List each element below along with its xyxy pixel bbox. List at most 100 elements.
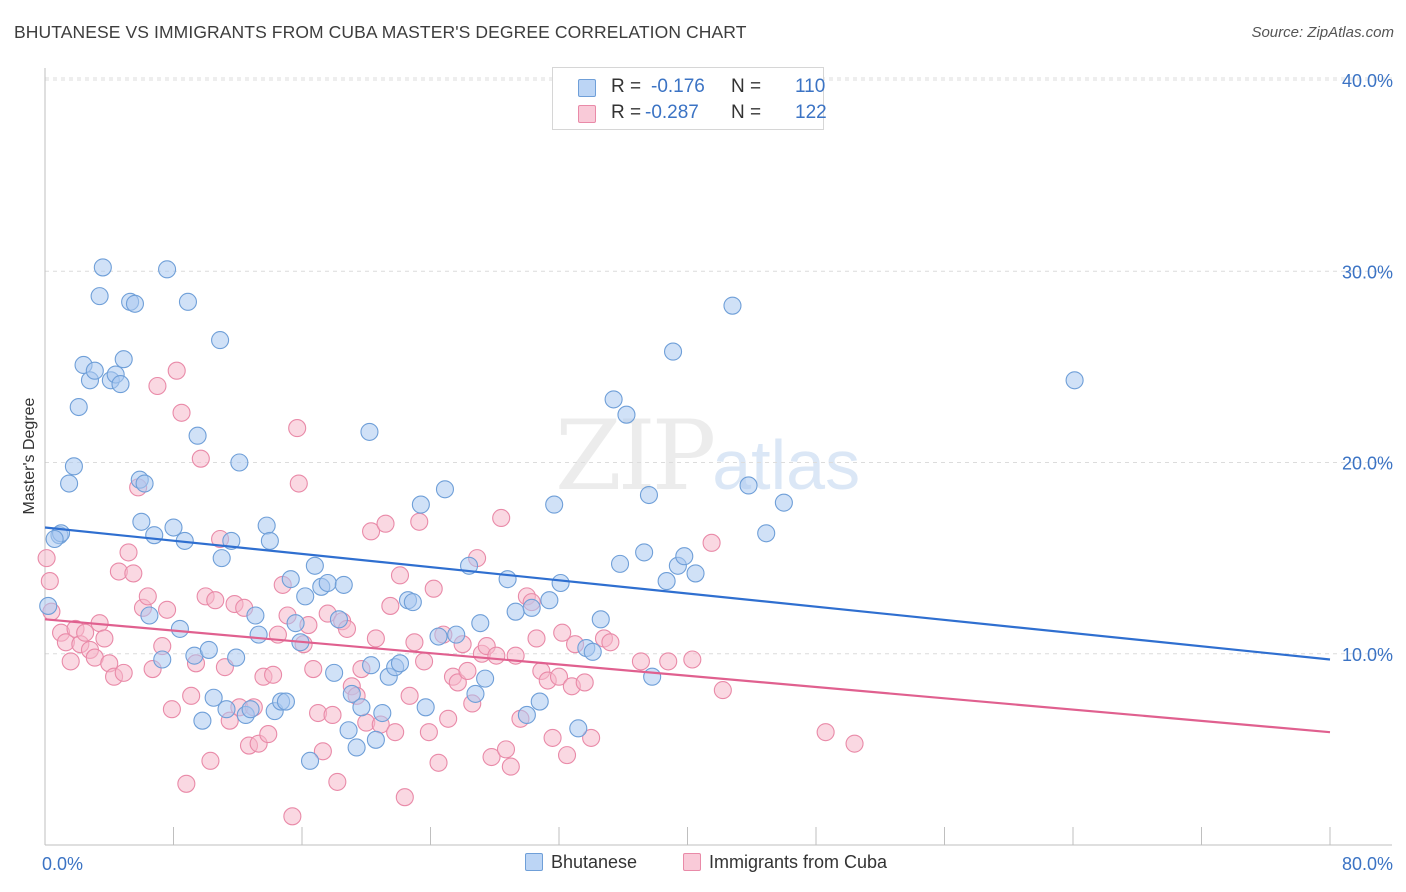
data-point-bhutanese: [145, 526, 164, 545]
data-point-bhutanese: [111, 375, 130, 394]
data-point-bhutanese: [390, 654, 410, 673]
chart-title: BHUTANESE VS IMMIGRANTS FROM CUBA MASTER…: [14, 22, 747, 42]
data-point-cuba: [323, 705, 342, 725]
data-point-bhutanese: [193, 711, 212, 730]
data-point-bhutanese: [373, 703, 392, 723]
data-point-cuba: [288, 419, 307, 438]
data-point-bhutanese: [604, 390, 623, 409]
data-point-cuba: [482, 747, 501, 767]
data-point-cuba: [40, 572, 59, 591]
data-point-cuba: [415, 652, 434, 671]
legend-swatch-blue: [578, 79, 596, 97]
data-point-cuba: [61, 652, 80, 671]
data-point-bhutanese: [545, 495, 564, 514]
data-point-cuba: [264, 665, 283, 684]
legend-r-value: -0.176: [651, 76, 705, 97]
data-point-cuba: [158, 600, 177, 619]
data-point-bhutanese: [230, 453, 249, 472]
data-point-bhutanese: [352, 698, 371, 717]
data-point-cuba: [501, 757, 520, 776]
data-point-bhutanese: [241, 700, 260, 719]
data-point-bhutanese: [114, 350, 133, 369]
legend-swatch-pink: [683, 853, 701, 871]
data-point-cuba: [553, 623, 572, 642]
data-point-bhutanese: [522, 598, 541, 617]
legend-label-cuba: Immigrants from Cuba: [709, 852, 888, 872]
data-point-bhutanese: [64, 457, 83, 476]
data-point-bhutanese: [429, 627, 448, 646]
data-point-bhutanese: [45, 529, 64, 549]
data-point-bhutanese: [325, 663, 344, 682]
data-point-bhutanese: [403, 593, 422, 612]
series-immigrants-from-cuba: [37, 361, 864, 826]
data-point-bhutanese: [411, 495, 430, 514]
data-point-bhutanese: [635, 543, 654, 562]
data-point-cuba: [702, 533, 721, 552]
data-point-cuba: [177, 774, 196, 793]
data-point-cuba: [419, 723, 438, 742]
tick-labels: 10.0% 20.0% 30.0% 40.0% 0.0% 80.0%: [42, 71, 1393, 874]
data-point-cuba: [492, 508, 511, 528]
y-axis-label: Master's Degree: [21, 397, 38, 514]
data-point-bhutanese: [69, 397, 88, 417]
data-point-cuba: [37, 549, 56, 568]
data-point-bhutanese: [686, 564, 705, 583]
data-point-bhutanese: [591, 610, 610, 629]
data-point-cuba: [191, 449, 210, 468]
data-point-bhutanese: [471, 614, 490, 633]
legend-r-label: R =: [611, 102, 642, 123]
data-point-cuba: [304, 659, 323, 679]
data-point-bhutanese: [212, 549, 231, 568]
data-point-cuba: [683, 650, 702, 669]
data-point-bhutanese: [347, 738, 366, 757]
data-point-bhutanese: [257, 516, 276, 535]
data-point-bhutanese: [170, 619, 189, 638]
data-point-bhutanese: [498, 570, 517, 589]
data-point-bhutanese: [517, 705, 536, 725]
data-point-bhutanese: [249, 625, 268, 644]
data-point-bhutanese: [296, 587, 315, 606]
data-point-cuba: [543, 728, 562, 747]
data-point-cuba: [386, 723, 405, 742]
data-point-cuba: [259, 725, 278, 744]
data-point-bhutanese: [217, 700, 236, 719]
data-point-bhutanese: [93, 258, 112, 277]
data-point-bhutanese: [204, 688, 223, 707]
data-point-bhutanese: [260, 531, 279, 550]
data-point-bhutanese: [639, 485, 659, 505]
trend-lines: [44, 526, 1331, 734]
data-point-cuba: [395, 788, 414, 807]
data-point-cuba: [400, 686, 419, 705]
data-point-cuba: [206, 591, 225, 610]
data-point-bhutanese: [85, 361, 104, 380]
data-point-cuba: [366, 629, 385, 648]
legend-row-bhutanese: R = -0.176 N = 110: [553, 75, 825, 101]
data-point-cuba: [659, 652, 678, 671]
data-point-bhutanese: [362, 656, 381, 675]
data-point-bhutanese: [617, 405, 636, 424]
y-tick-label: 30.0%: [1342, 262, 1393, 282]
data-point-bhutanese: [342, 684, 361, 703]
legend-item-bhutanese: Bhutanese: [525, 852, 637, 876]
data-point-cuba: [575, 673, 594, 692]
data-point-cuba: [289, 474, 308, 493]
data-point-cuba: [162, 700, 181, 719]
data-point-bhutanese: [366, 730, 385, 749]
data-point-cuba: [95, 629, 114, 648]
data-point-cuba: [458, 661, 477, 681]
data-point-cuba: [496, 740, 516, 759]
data-point-cuba: [405, 633, 424, 652]
data-point-bhutanese: [360, 422, 379, 441]
data-point-cuba: [439, 709, 458, 728]
data-point-bhutanese: [318, 573, 337, 593]
data-point-bhutanese: [140, 606, 159, 625]
data-point-cuba: [328, 772, 347, 791]
data-point-bhutanese: [1065, 371, 1084, 390]
legend-label-bhutanese: Bhutanese: [551, 852, 638, 872]
data-point-cuba: [582, 728, 601, 747]
data-point-bhutanese: [188, 426, 207, 445]
data-point-cuba: [381, 596, 400, 615]
data-point-bhutanese: [739, 476, 758, 495]
trend-line-cuba: [44, 618, 1331, 734]
